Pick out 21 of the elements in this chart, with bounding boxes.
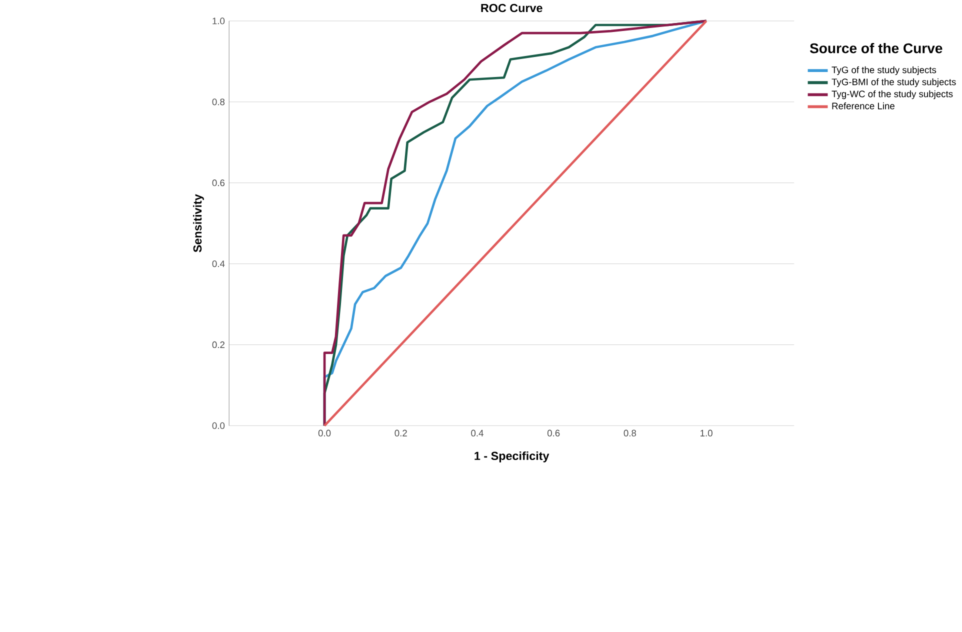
legend-title: Source of the Curve (810, 42, 942, 54)
y-tick-label: 0.8 (212, 98, 225, 106)
legend-label: TyG of the study subjects (832, 66, 936, 75)
x-tick-label: 0.2 (394, 430, 407, 436)
x-tick-label: 0.8 (624, 430, 636, 436)
chart-title: ROC Curve (481, 4, 542, 12)
y-tick-label: 0.4 (212, 260, 225, 268)
x-tick-label: 1.0 (700, 430, 712, 436)
y-tick-label: 0.6 (212, 179, 225, 186)
x-tick-label: 0.4 (471, 430, 484, 436)
y-axis-title: Sensitivity (193, 194, 204, 252)
y-tick-label: 1.0 (212, 18, 225, 24)
y-tick-label: 0.2 (212, 341, 224, 348)
line-series (323, 20, 708, 427)
legend-label: TyG-BMI of the study subjects (832, 78, 956, 88)
x-axis-title: 1 - Specificity (474, 451, 550, 462)
x-tick-label: 0.0 (318, 430, 331, 436)
legend-label: Tyg-WC of the study subjects (832, 90, 953, 100)
x-tick-label: 0.6 (547, 430, 560, 436)
legend-label: Reference Line (832, 102, 894, 110)
y-tick-label: 0.0 (212, 422, 225, 429)
